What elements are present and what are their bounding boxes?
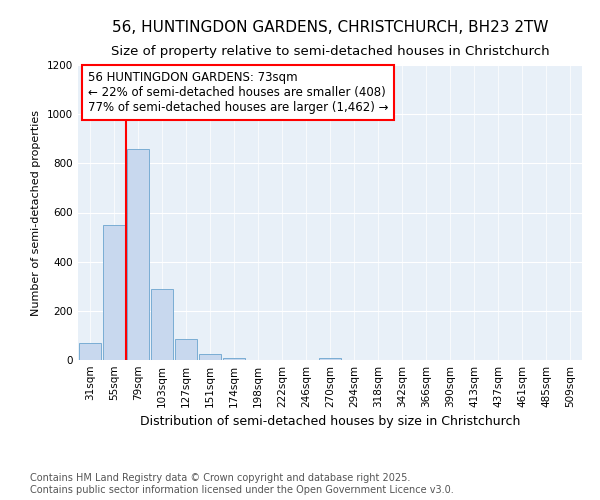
Y-axis label: Number of semi-detached properties: Number of semi-detached properties <box>31 110 41 316</box>
X-axis label: Distribution of semi-detached houses by size in Christchurch: Distribution of semi-detached houses by … <box>140 416 520 428</box>
Bar <box>103 225 125 360</box>
Bar <box>199 354 221 360</box>
Bar <box>319 358 341 360</box>
Text: 56, HUNTINGDON GARDENS, CHRISTCHURCH, BH23 2TW: 56, HUNTINGDON GARDENS, CHRISTCHURCH, BH… <box>112 20 548 35</box>
Text: Size of property relative to semi-detached houses in Christchurch: Size of property relative to semi-detach… <box>110 45 550 58</box>
Bar <box>223 358 245 360</box>
Bar <box>151 288 173 360</box>
Bar <box>79 343 101 360</box>
Text: 56 HUNTINGDON GARDENS: 73sqm
← 22% of semi-detached houses are smaller (408)
77%: 56 HUNTINGDON GARDENS: 73sqm ← 22% of se… <box>88 71 389 114</box>
Text: Contains HM Land Registry data © Crown copyright and database right 2025.
Contai: Contains HM Land Registry data © Crown c… <box>30 474 454 495</box>
Bar <box>127 148 149 360</box>
Bar <box>175 339 197 360</box>
